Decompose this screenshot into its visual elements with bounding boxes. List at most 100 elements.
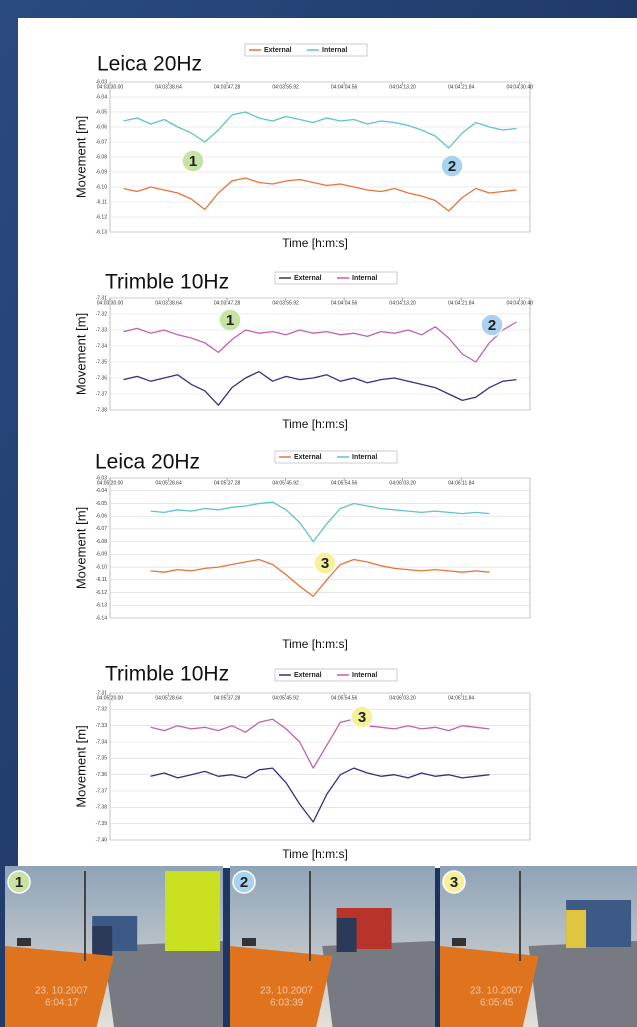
chart-title: Leica 20Hz	[97, 53, 202, 76]
y-tick-label: -6.11	[96, 199, 107, 205]
y-tick-label: -6.13	[96, 229, 108, 235]
x-tick-label: 04:03:55.92	[272, 300, 299, 306]
y-tick-label: -6.09	[96, 552, 108, 558]
road	[322, 941, 435, 1027]
x-tick-label: 04:05:20.00	[97, 695, 124, 701]
annotation-circle	[313, 551, 337, 575]
y-tick-label: -6.11	[96, 577, 107, 583]
photo-date: 23. 10.2007	[35, 986, 88, 997]
y-tick-label: -6.08	[96, 154, 108, 160]
x-tick-label: 04:03:38.64	[155, 300, 182, 306]
legend-label: Internal	[322, 47, 347, 54]
y-tick-label: -6.06	[96, 514, 108, 520]
y-tick-label: -7.33	[96, 327, 108, 333]
gps-antenna	[242, 938, 256, 946]
series-line	[150, 501, 490, 543]
x-tick-label: 04:04:13.20	[389, 84, 416, 90]
photo-time: 6:05:45	[480, 998, 514, 1009]
x-tick-label: 04:03:30.00	[97, 84, 124, 90]
chart-title: Leica 20Hz	[95, 451, 200, 474]
photo-time: 6:03:39	[270, 998, 304, 1009]
annotation-label: 3	[358, 709, 366, 726]
photo-date: 23. 10.2007	[260, 986, 313, 997]
y-axis-label: Movement [m]	[73, 507, 88, 589]
y-tick-label: -7.38	[96, 407, 108, 413]
x-tick-label: 04:03:30.00	[97, 300, 124, 306]
truck-cab	[566, 910, 587, 948]
y-tick-label: -6.10	[96, 564, 108, 570]
annotation-label: 3	[321, 555, 329, 572]
annotation-label: 1	[189, 153, 197, 170]
x-tick-label: 04:05:37.28	[214, 695, 241, 701]
x-tick-label: 04:04:21.84	[448, 300, 475, 306]
y-tick-label: -6.13	[96, 603, 108, 609]
railing	[230, 946, 333, 1027]
y-tick-label: -7.39	[96, 821, 108, 827]
photo-label: 3	[450, 874, 458, 891]
photo-label: 2	[240, 874, 248, 891]
y-tick-label: -7.35	[96, 359, 108, 365]
legend-label: Internal	[352, 275, 377, 282]
y-tick-label: -6.05	[96, 109, 108, 115]
series-line	[123, 111, 517, 149]
annotation-label: 2	[488, 317, 496, 334]
photo-label: 1	[15, 874, 23, 891]
x-tick-label: 04:06:11.84	[448, 695, 474, 701]
y-tick-label: -6.10	[96, 184, 108, 190]
photo-badge	[7, 870, 31, 894]
x-axis-label: Time [h:m:s]	[282, 236, 348, 250]
legend-box	[274, 450, 398, 464]
road	[103, 941, 223, 1027]
y-tick-label: -7.38	[96, 805, 108, 811]
series-line	[150, 718, 490, 769]
x-tick-label: 04:05:37.28	[214, 480, 241, 486]
series-line	[123, 370, 517, 406]
annotation-circle	[440, 154, 464, 178]
y-axis-label: Movement [m]	[73, 725, 88, 807]
y-tick-label: -7.37	[96, 788, 108, 794]
y-tick-label: -6.07	[96, 139, 108, 145]
plot-area	[109, 297, 531, 411]
legend-label: External	[294, 672, 322, 679]
plot-area	[109, 477, 531, 619]
legend-label: Internal	[352, 454, 377, 461]
railing	[440, 946, 539, 1027]
annotation-circle	[181, 149, 205, 173]
y-tick-label: -7.31	[96, 690, 108, 696]
y-axis-label: Movement [m]	[73, 116, 88, 198]
photo-badge	[442, 870, 466, 894]
x-tick-label: 04:05:20.00	[97, 480, 124, 486]
y-tick-label: -7.31	[96, 295, 108, 301]
chart-title: Trimble 10Hz	[105, 663, 229, 686]
x-tick-label: 04:04:13.20	[389, 300, 416, 306]
y-tick-label: -7.32	[96, 707, 108, 713]
x-tick-label: 04:06:03.20	[389, 695, 416, 701]
series-line	[150, 558, 490, 598]
x-tick-label: 04:03:47.28	[214, 300, 241, 306]
legend-label: External	[264, 47, 292, 54]
legend-label: Internal	[352, 672, 377, 679]
legend-label: External	[294, 454, 322, 461]
x-tick-label: 04:03:38.64	[155, 84, 182, 90]
annotation-label: 1	[226, 312, 234, 329]
plot-area	[109, 692, 531, 841]
x-tick-label: 04:05:45.92	[272, 695, 299, 701]
road	[528, 941, 637, 1027]
annotation-circle	[480, 313, 504, 337]
legend-label: External	[294, 275, 322, 282]
y-tick-label: -7.36	[96, 772, 108, 778]
y-tick-label: -7.34	[96, 343, 108, 349]
legend-box	[244, 43, 368, 57]
truck-cab	[92, 926, 113, 956]
y-tick-label: -7.36	[96, 375, 108, 381]
y-tick-label: -7.37	[96, 391, 108, 397]
y-tick-label: -7.32	[96, 311, 108, 317]
y-tick-label: -6.08	[96, 539, 108, 545]
y-tick-label: -6.04	[96, 488, 108, 494]
x-tick-label: 04:04:04.56	[331, 84, 358, 90]
annotation-circle	[350, 705, 374, 729]
